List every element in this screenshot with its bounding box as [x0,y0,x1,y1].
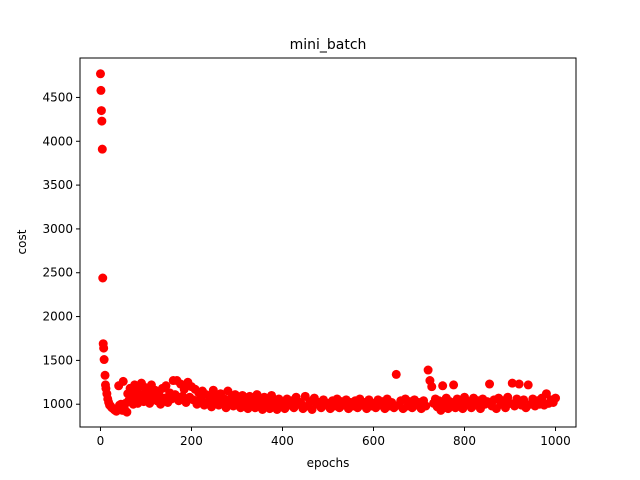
data-point [507,378,517,388]
y-tick-label: 4000 [42,134,73,148]
x-tick-label: 600 [362,434,385,448]
data-point [97,116,107,126]
y-tick-label: 3500 [42,178,73,192]
y-axis-ticks: 1000 1500 2000 2500 3000 3500 4000 4500 [42,90,80,411]
data-point [100,370,110,380]
y-tick-label: 3000 [42,222,73,236]
data-point [122,407,132,417]
x-tick-label: 0 [97,434,105,448]
data-point [551,393,561,403]
data-point [427,382,437,392]
y-tick-label: 2000 [42,310,73,324]
data-point [514,379,524,389]
data-point [223,386,233,396]
data-point [179,384,189,394]
x-tick-label: 800 [453,434,476,448]
data-point [99,343,109,353]
data-point [523,380,533,390]
axes-frame [79,57,577,428]
data-point [510,401,520,411]
y-tick-label: 1500 [42,353,73,367]
data-points [95,69,561,417]
data-point [208,385,218,395]
data-point [519,395,529,405]
x-tick-label: 1000 [540,434,571,448]
data-point [421,401,431,411]
data-point [423,365,433,375]
data-point [96,85,106,95]
y-axis-label: cost [15,229,29,254]
data-point [99,355,109,365]
data-point [95,69,105,79]
data-point [438,381,448,391]
data-point [97,144,107,154]
data-point [161,381,171,391]
y-tick-label: 2500 [42,266,73,280]
data-point [98,273,108,283]
data-point [485,379,495,389]
plot-area [95,69,561,417]
data-point [96,106,106,116]
chart-title: mini_batch [290,37,367,53]
data-point [449,380,459,390]
data-point [118,376,128,386]
data-point [145,398,155,408]
x-tick-label: 200 [180,434,203,448]
x-tick-label: 400 [271,434,294,448]
data-point [541,389,551,399]
data-point [391,369,401,379]
y-tick-label: 4500 [42,90,73,104]
x-axis-label: epochs [307,456,350,470]
data-point [512,394,522,404]
y-tick-label: 1000 [42,397,73,411]
x-axis-ticks: 0 200 400 600 800 1000 [97,427,571,448]
